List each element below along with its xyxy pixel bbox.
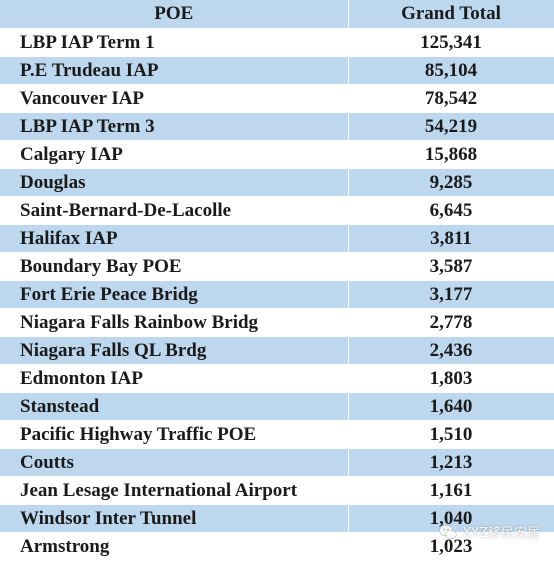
grand-total-cell: 9,285 <box>348 168 554 197</box>
poe-name-cell: Jean Lesage International Airport <box>0 476 349 505</box>
table-row: Halifax IAP 3,811 <box>0 224 554 253</box>
table-row: Boundary Bay POE 3,587 <box>0 252 554 281</box>
poe-name-cell: P.E Trudeau IAP <box>0 56 349 85</box>
grand-total-cell: 1,510 <box>348 420 554 449</box>
column-header-poe: POE <box>0 0 349 29</box>
poe-name-cell: Boundary Bay POE <box>0 252 349 281</box>
table-row: LBP IAP Term 3 54,219 <box>0 112 554 141</box>
grand-total-cell: 1,213 <box>348 448 554 477</box>
grand-total-cell: 3,811 <box>348 224 554 253</box>
grand-total-cell: 1,040 <box>348 504 554 533</box>
poe-name-cell: Fort Erie Peace Bridg <box>0 280 349 309</box>
grand-total-cell: 85,104 <box>348 56 554 85</box>
grand-total-cell: 3,587 <box>348 252 554 281</box>
poe-name-cell: Niagara Falls Rainbow Bridg <box>0 308 349 337</box>
table-row: Saint-Bernard-De-Lacolle 6,645 <box>0 196 554 225</box>
poe-name-cell: LBP IAP Term 3 <box>0 112 349 141</box>
table-row: P.E Trudeau IAP 85,104 <box>0 56 554 85</box>
poe-name-cell: Coutts <box>0 448 349 477</box>
grand-total-cell: 6,645 <box>348 196 554 225</box>
table-row: Stanstead 1,640 <box>0 392 554 421</box>
table-row: Calgary IAP 15,868 <box>0 140 554 169</box>
table-row: Jean Lesage International Airport 1,161 <box>0 476 554 505</box>
poe-name-cell: Stanstead <box>0 392 349 421</box>
table-row: Armstrong 1,023 <box>0 532 554 561</box>
poe-name-cell: Vancouver IAP <box>0 84 349 113</box>
table-row: Pacific Highway Traffic POE 1,510 <box>0 420 554 449</box>
table-row: Fort Erie Peace Bridg 3,177 <box>0 280 554 309</box>
table-row: Vancouver IAP 78,542 <box>0 84 554 113</box>
grand-total-cell: 1,640 <box>348 392 554 421</box>
grand-total-cell: 1,161 <box>348 476 554 505</box>
column-header-grand-total: Grand Total <box>348 0 554 29</box>
poe-name-cell: Pacific Highway Traffic POE <box>0 420 349 449</box>
poe-name-cell: Edmonton IAP <box>0 364 349 393</box>
poe-name-cell: Saint-Bernard-De-Lacolle <box>0 196 349 225</box>
grand-total-cell: 15,868 <box>348 140 554 169</box>
grand-total-cell: 125,341 <box>348 28 554 57</box>
poe-name-cell: Halifax IAP <box>0 224 349 253</box>
poe-name-cell: Armstrong <box>0 532 349 561</box>
table-body: LBP IAP Term 1 125,341 P.E Trudeau IAP 85,1… <box>0 28 554 561</box>
table-row: LBP IAP Term 1 125,341 <box>0 28 554 57</box>
grand-total-cell: 1,803 <box>348 364 554 393</box>
poe-name-cell: Douglas <box>0 168 349 197</box>
table-row: Edmonton IAP 1,803 <box>0 364 554 393</box>
grand-total-cell: 2,778 <box>348 308 554 337</box>
table-row: Windsor Inter Tunnel 1,040 <box>0 504 554 533</box>
poe-name-cell: LBP IAP Term 1 <box>0 28 349 57</box>
poe-name-cell: Calgary IAP <box>0 140 349 169</box>
grand-total-cell: 3,177 <box>348 280 554 309</box>
poe-name-cell: Niagara Falls QL Brdg <box>0 336 349 365</box>
poe-name-cell: Windsor Inter Tunnel <box>0 504 349 533</box>
table-row: Niagara Falls QL Brdg 2,436 <box>0 336 554 365</box>
grand-total-cell: 1,023 <box>348 532 554 561</box>
grand-total-cell: 2,436 <box>348 336 554 365</box>
table-row: Coutts 1,213 <box>0 448 554 477</box>
header-row: POE Grand Total <box>0 0 554 29</box>
table-row: Niagara Falls Rainbow Bridg 2,778 <box>0 308 554 337</box>
grand-total-cell: 78,542 <box>348 84 554 113</box>
grand-total-cell: 54,219 <box>348 112 554 141</box>
table-row: Douglas 9,285 <box>0 168 554 197</box>
